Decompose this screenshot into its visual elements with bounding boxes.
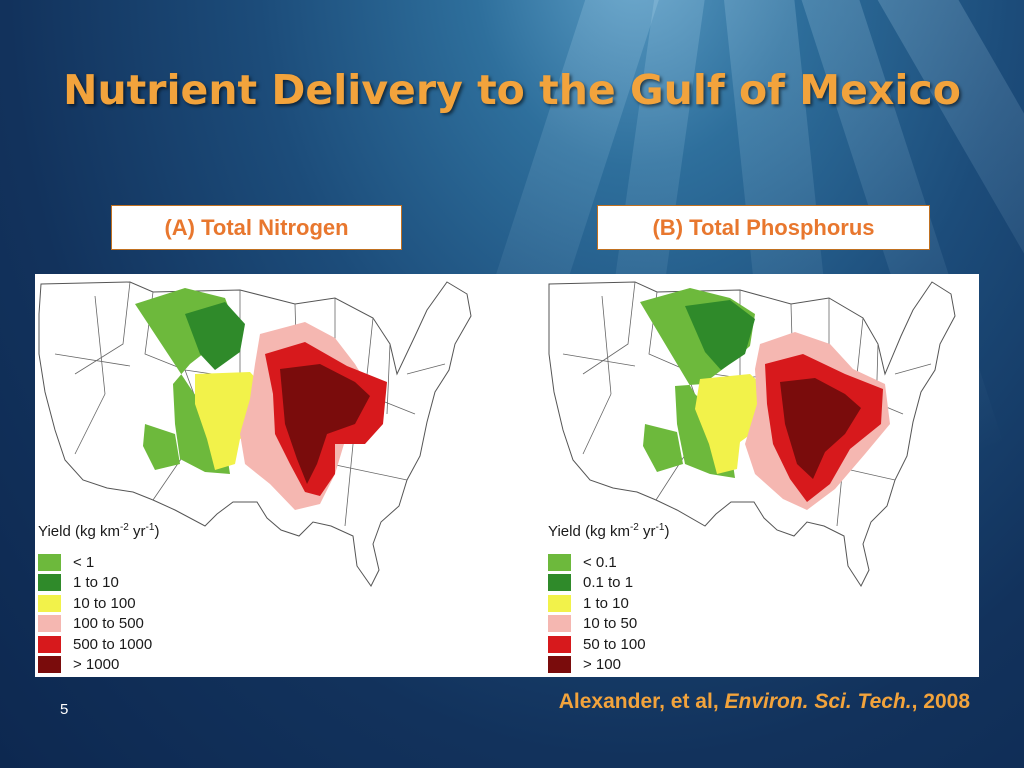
- legend-item: > 100: [548, 655, 669, 676]
- nitrogen-yield-map: [38, 281, 472, 587]
- map-figure: Yield (kg km-2 yr-1) < 1 1 to 10 10 to 1…: [35, 274, 979, 677]
- legend-swatch: [38, 553, 61, 571]
- slide-number: 5: [60, 701, 69, 718]
- legend-item: 10 to 50: [548, 614, 669, 635]
- legend-swatch: [38, 615, 61, 633]
- phosphorus-yield-map: [548, 281, 956, 588]
- citation-year: , 2008: [911, 690, 970, 713]
- legend-title: Yield (kg km-2 yr-1): [38, 522, 160, 540]
- legend-swatch: [38, 656, 61, 674]
- legend-swatch: [38, 574, 61, 592]
- legend-title: Yield (kg km-2 yr-1): [548, 522, 670, 540]
- legend-swatch: [548, 656, 571, 674]
- phosphorus-yield-blobs: [640, 288, 890, 510]
- nitrogen-map-label: (A) Total Nitrogen: [111, 205, 402, 250]
- legend-item: 1 to 10: [548, 593, 669, 614]
- phosphorus-map-label: (B) Total Phosphorus: [597, 205, 930, 250]
- citation: Alexander, et al, Environ. Sci. Tech., 2…: [559, 690, 970, 714]
- legend-item: < 1: [38, 552, 159, 573]
- legend-item: 0.1 to 1: [548, 573, 669, 594]
- citation-journal: Environ. Sci. Tech.: [724, 690, 912, 713]
- legend-item: 100 to 500: [38, 614, 159, 635]
- slide-title: Nutrient Delivery to the Gulf of Mexico: [63, 66, 961, 114]
- legend-swatch: [38, 635, 61, 653]
- legend-item: 500 to 1000: [38, 634, 159, 655]
- legend-swatch: [548, 574, 571, 592]
- legend-item: > 1000: [38, 655, 159, 676]
- legend-item: 10 to 100: [38, 593, 159, 614]
- legend-swatch: [548, 553, 571, 571]
- legend-item: 1 to 10: [38, 573, 159, 594]
- nitrogen-legend: Yield (kg km-2 yr-1) < 1 1 to 10 10 to 1…: [38, 522, 159, 675]
- legend-swatch: [548, 635, 571, 653]
- legend-item: < 0.1: [548, 552, 669, 573]
- legend-swatch: [38, 594, 61, 612]
- legend-item: 50 to 100: [548, 634, 669, 655]
- nitrogen-yield-blobs: [135, 288, 387, 510]
- phosphorus-legend: Yield (kg km-2 yr-1) < 0.1 0.1 to 1 1 to…: [548, 522, 669, 675]
- citation-authors: Alexander, et al,: [558, 690, 725, 713]
- legend-swatch: [548, 615, 571, 633]
- legend-swatch: [548, 594, 571, 612]
